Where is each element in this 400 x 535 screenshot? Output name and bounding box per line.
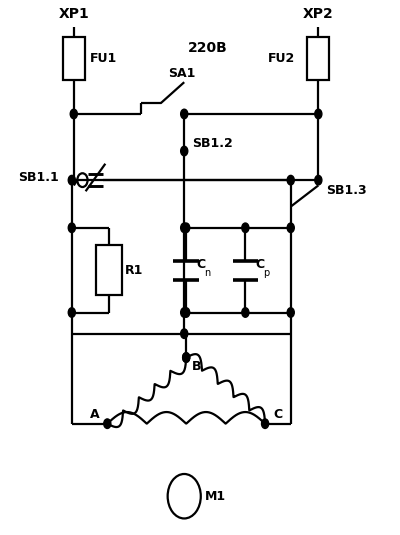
- Circle shape: [68, 175, 75, 185]
- Text: XP2: XP2: [303, 7, 334, 21]
- Circle shape: [181, 308, 188, 317]
- Text: C: C: [273, 408, 282, 421]
- Circle shape: [183, 308, 190, 317]
- Text: p: p: [263, 268, 269, 278]
- Text: n: n: [204, 268, 210, 278]
- Text: A: A: [90, 408, 100, 421]
- Circle shape: [315, 109, 322, 119]
- Text: SA1: SA1: [168, 66, 196, 80]
- Text: B: B: [192, 360, 202, 373]
- Text: FU1: FU1: [90, 52, 117, 65]
- Circle shape: [181, 329, 188, 339]
- Text: R1: R1: [125, 264, 144, 277]
- Circle shape: [104, 419, 111, 429]
- Circle shape: [287, 175, 294, 185]
- Circle shape: [287, 308, 294, 317]
- Text: SB1.3: SB1.3: [326, 184, 367, 197]
- Circle shape: [181, 109, 188, 119]
- Bar: [63, 37, 85, 80]
- Text: SB1.1: SB1.1: [18, 171, 59, 184]
- Bar: [308, 37, 329, 80]
- Text: 220B: 220B: [188, 41, 228, 55]
- Circle shape: [70, 109, 77, 119]
- Text: FU2: FU2: [268, 52, 295, 65]
- Circle shape: [287, 223, 294, 233]
- Circle shape: [183, 353, 190, 362]
- Circle shape: [181, 223, 188, 233]
- Circle shape: [183, 353, 190, 362]
- Circle shape: [68, 308, 75, 317]
- Circle shape: [68, 223, 75, 233]
- Circle shape: [315, 175, 322, 185]
- Circle shape: [242, 223, 249, 233]
- Text: XP1: XP1: [58, 7, 89, 21]
- Circle shape: [262, 419, 269, 429]
- Text: M1: M1: [205, 490, 226, 503]
- Text: C: C: [196, 258, 205, 271]
- Circle shape: [183, 223, 190, 233]
- Circle shape: [181, 146, 188, 156]
- Text: SB1.2: SB1.2: [192, 136, 233, 150]
- Text: C: C: [255, 258, 264, 271]
- Bar: [96, 245, 122, 295]
- Circle shape: [242, 308, 249, 317]
